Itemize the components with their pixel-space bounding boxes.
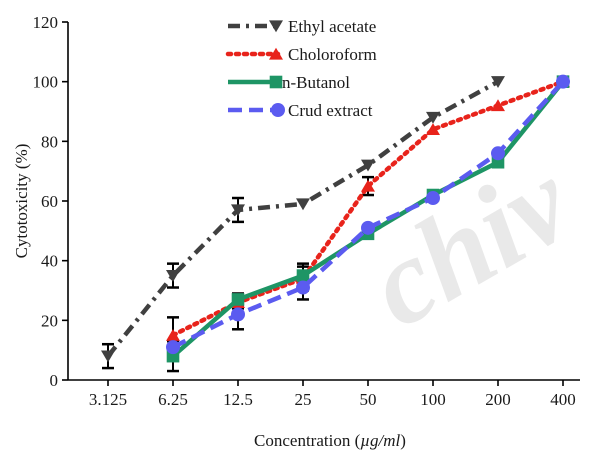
x-tick-label: 50 <box>360 390 377 409</box>
data-point <box>296 280 310 295</box>
legend-marker <box>269 75 283 89</box>
x-axis-title: Concentration (µg/ml) <box>254 431 406 450</box>
data-point <box>426 191 440 206</box>
x-axis-title-suffix: ) <box>400 431 406 450</box>
legend-marker <box>269 20 283 33</box>
data-point <box>361 159 375 172</box>
data-point <box>101 350 115 363</box>
data-point <box>426 111 440 124</box>
data-point <box>296 198 310 211</box>
data-point <box>231 293 245 306</box>
data-point <box>556 74 570 89</box>
data-point <box>166 340 180 355</box>
data-point <box>491 76 505 88</box>
y-tick-label: 0 <box>50 371 59 390</box>
watermark: chiv <box>347 133 592 352</box>
legend-label: Ethyl acetate <box>288 17 376 36</box>
data-point <box>361 179 375 192</box>
data-point <box>491 99 505 112</box>
x-tick-label: 6.25 <box>158 390 188 409</box>
series-layer <box>101 74 570 373</box>
x-ticks: 3.125 6.25 12.5 25 50 100 200 400 <box>89 380 576 409</box>
legend: Ethyl acetate Choloroform n-Butanol Crud ex… <box>225 17 377 120</box>
x-tick-label: 100 <box>420 390 446 409</box>
data-point <box>231 204 245 217</box>
legend-label: Choloroform <box>288 45 377 64</box>
legend-label: Crud extract <box>288 101 373 120</box>
y-tick-label: 20 <box>41 311 58 330</box>
data-point <box>361 220 375 235</box>
series-ethyl-acetate <box>101 76 505 363</box>
x-tick-label: 400 <box>550 390 576 409</box>
data-point <box>231 307 245 322</box>
x-tick-label: 12.5 <box>223 390 253 409</box>
y-tick-label: 60 <box>41 192 58 211</box>
legend-marker <box>269 47 283 60</box>
x-tick-label: 25 <box>295 390 312 409</box>
y-tick-label: 80 <box>41 132 58 151</box>
y-axis-title: Cytotoxicity (%) <box>12 144 31 259</box>
data-point <box>166 328 180 341</box>
series-crud-extract <box>166 74 570 355</box>
x-axis-title-prefix: Concentration ( <box>254 431 361 450</box>
y-tick-label: 100 <box>33 73 59 92</box>
x-axis-title-unit: µg/ml <box>360 431 400 450</box>
y-tick-label: 40 <box>41 252 58 271</box>
data-point <box>491 146 505 161</box>
data-point <box>426 123 440 135</box>
y-ticks: 0 20 40 60 80 100 120 <box>33 13 68 390</box>
x-tick-label: 200 <box>485 390 511 409</box>
data-point <box>166 269 180 282</box>
data-point <box>296 269 310 282</box>
legend-label: n-Butanol <box>282 73 350 92</box>
y-tick-label: 120 <box>33 13 59 32</box>
legend-marker <box>271 103 285 117</box>
x-tick-label: 3.125 <box>89 390 127 409</box>
